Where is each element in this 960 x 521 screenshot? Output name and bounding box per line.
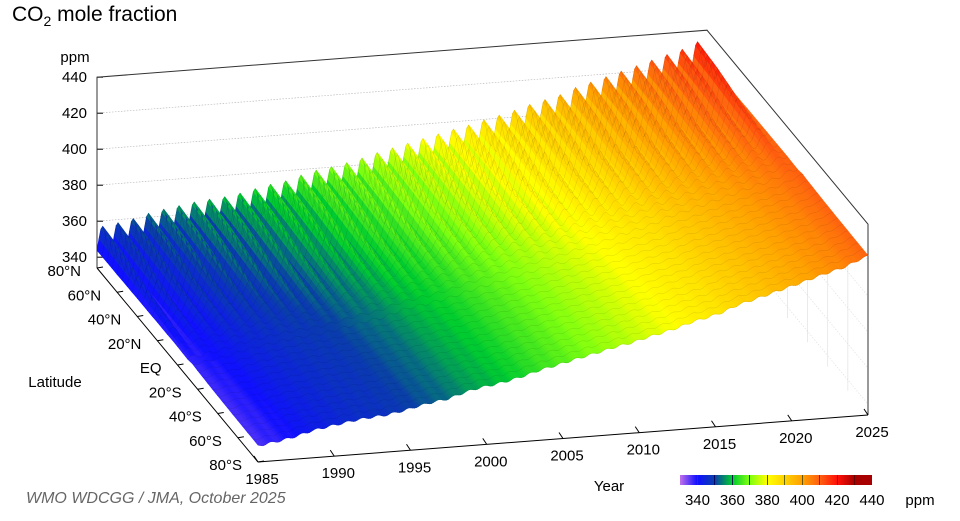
plot-box bbox=[96, 29, 869, 415]
z-axis-label: ppm bbox=[60, 49, 89, 66]
z-tick-label: 420 bbox=[62, 105, 87, 122]
z-tick-label: 340 bbox=[62, 249, 87, 266]
title-subscript: 2 bbox=[43, 13, 52, 30]
title-text-rest: mole fraction bbox=[51, 3, 178, 26]
chart-title: CO2 mole fraction bbox=[12, 3, 177, 29]
z-tick-label: 380 bbox=[62, 177, 87, 194]
title-text: CO bbox=[12, 3, 44, 26]
z-tick-label: 400 bbox=[62, 141, 87, 158]
z-tick-label: 360 bbox=[62, 213, 87, 230]
z-tick-label: 440 bbox=[62, 69, 87, 86]
surface bbox=[96, 41, 869, 447]
